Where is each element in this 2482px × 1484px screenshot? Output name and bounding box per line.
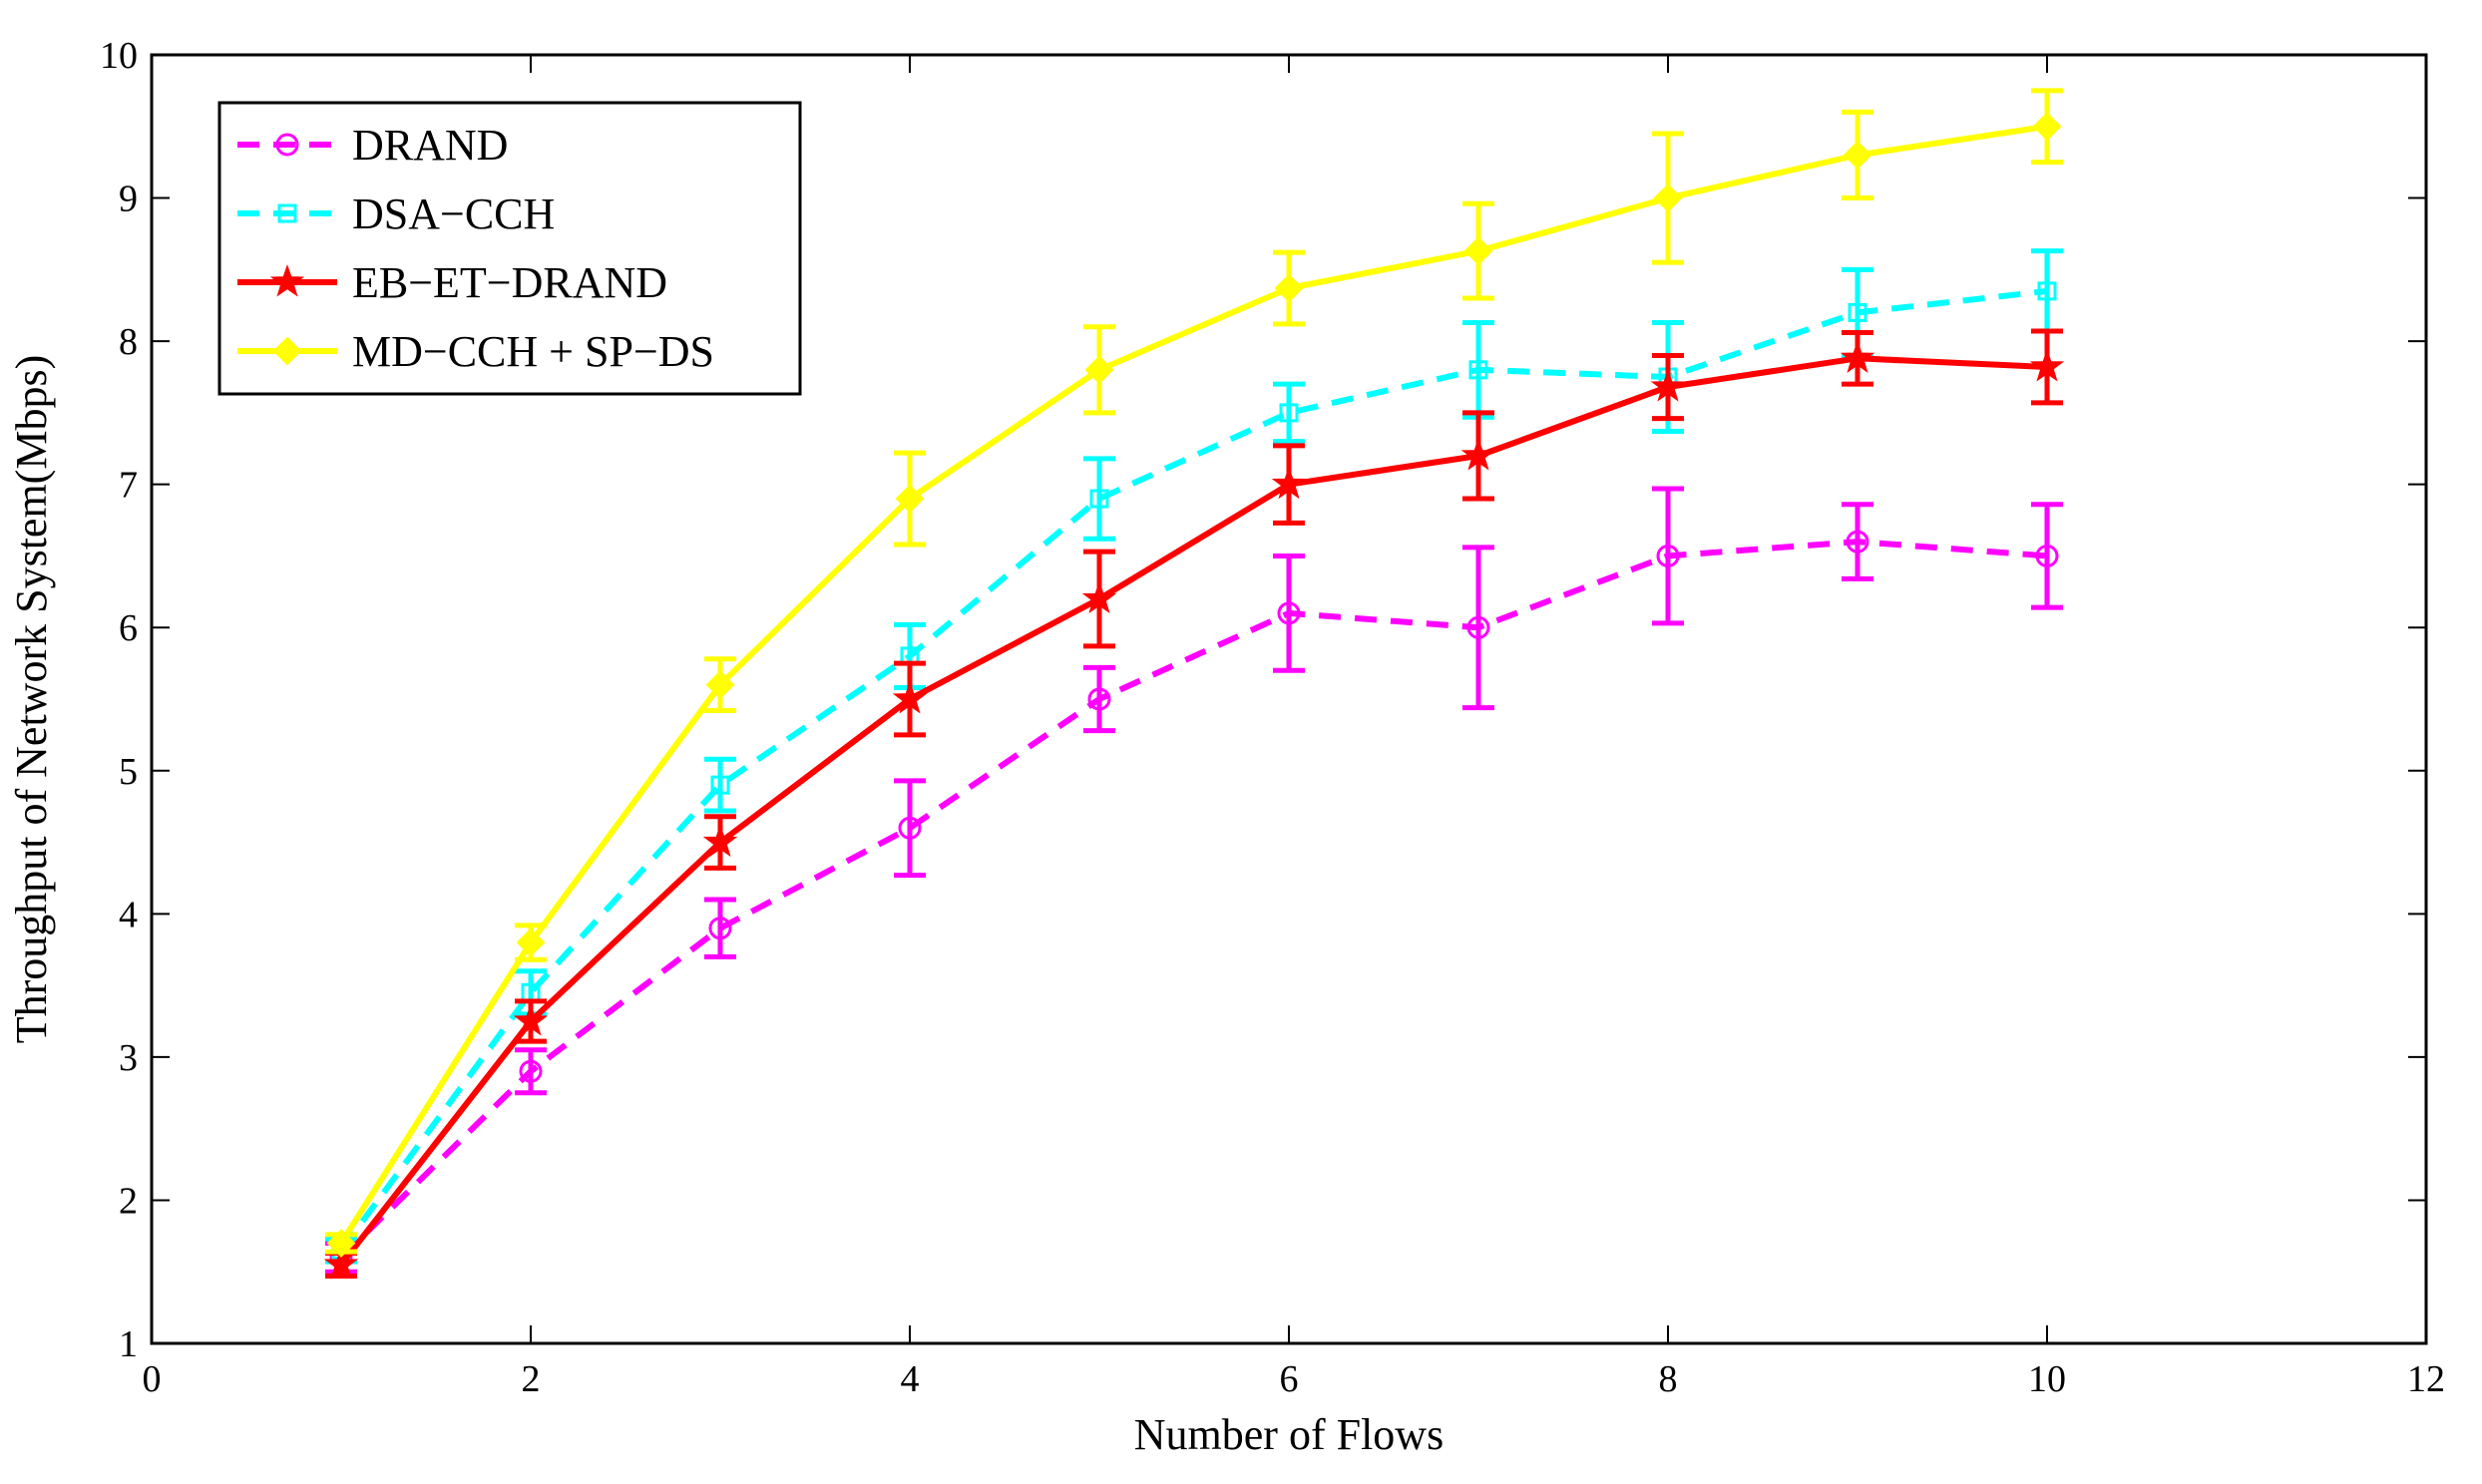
- data-point: [895, 484, 925, 514]
- y-tick-label: 1: [119, 1323, 138, 1365]
- data-point: [705, 670, 735, 700]
- data-point: [1653, 184, 1683, 212]
- data-point: [1081, 580, 1117, 614]
- legend-entry: MD−CCH + SP−DS: [237, 327, 714, 376]
- x-tick-label: 12: [2407, 1358, 2445, 1400]
- legend-label: DSA−CCH: [352, 189, 555, 238]
- series-line-eb-et-drand: [338, 355, 2048, 1267]
- series-line-md-cch-sp-ds: [338, 123, 2048, 1246]
- y-axis-title: Throughput of Network System(Mbps): [7, 355, 56, 1044]
- plot-content: [323, 88, 2065, 1280]
- y-tick-label: 2: [119, 1180, 138, 1222]
- series-line-dsa-cch: [338, 287, 2048, 1253]
- data-point: [2035, 544, 2059, 567]
- series-eb-et-drand: [323, 328, 2065, 1280]
- y-tick-label: 5: [119, 751, 138, 793]
- legend-label: DRAND: [352, 121, 508, 170]
- y-tick-label: 6: [119, 607, 138, 649]
- data-point: [2029, 348, 2065, 382]
- data-point: [708, 917, 732, 940]
- series-line-drand: [338, 539, 2048, 1261]
- legend-marker: [275, 133, 299, 157]
- x-tick-label: 4: [901, 1358, 920, 1400]
- series-drand: [325, 486, 2063, 1275]
- data-point: [1089, 489, 1109, 509]
- legend-entry: DRAND: [237, 121, 508, 170]
- data-point: [1840, 340, 1875, 373]
- data-point: [892, 680, 928, 714]
- data-point: [1463, 236, 1493, 266]
- legend-label: EB−ET−DRAND: [352, 258, 667, 307]
- data-point: [898, 816, 922, 840]
- data-point: [516, 928, 546, 957]
- data-point: [1271, 466, 1307, 500]
- legend-marker: [272, 336, 302, 366]
- data-point: [326, 1229, 356, 1258]
- data-point: [323, 1246, 359, 1280]
- x-tick-label: 6: [1280, 1358, 1299, 1400]
- data-point: [1084, 355, 1114, 385]
- data-point: [702, 824, 738, 858]
- legend: DRAND DSA−CCH EB−ET−DRAND MD−CCH + SP−DS: [217, 101, 802, 396]
- x-tick-label: 8: [1659, 1358, 1678, 1400]
- legend-marker: [277, 203, 297, 223]
- legend-marker: [269, 263, 305, 297]
- data-point: [1843, 141, 1872, 170]
- data-point: [513, 1002, 549, 1036]
- data-point: [1279, 403, 1299, 423]
- legend-entry: EB−ET−DRAND: [237, 258, 667, 307]
- data-point: [1087, 687, 1111, 711]
- data-point: [1650, 368, 1686, 402]
- data-point: [1274, 273, 1304, 303]
- data-point: [2037, 281, 2057, 301]
- x-tick-label: 2: [522, 1358, 541, 1400]
- data-point: [519, 1059, 543, 1083]
- y-tick-label: 7: [119, 465, 138, 507]
- data-point: [1277, 601, 1301, 625]
- data-point: [1466, 615, 1490, 639]
- y-tick-label: 8: [119, 321, 138, 363]
- legend-entry: DSA−CCH: [237, 189, 555, 238]
- series-dsa-cch: [325, 248, 2063, 1265]
- data-point: [1468, 360, 1488, 380]
- y-tick-label: 4: [119, 894, 138, 935]
- data-point: [2032, 112, 2062, 142]
- series-md-cch-sp-ds: [325, 88, 2063, 1258]
- data-point: [1656, 544, 1680, 567]
- y-tick-label: 10: [100, 35, 138, 77]
- x-tick-label: 10: [2028, 1358, 2066, 1400]
- y-tick-label: 9: [119, 179, 138, 220]
- data-point: [1846, 530, 1869, 554]
- data-point: [710, 775, 730, 795]
- x-axis-title: Number of Flows: [1134, 1410, 1444, 1459]
- x-tick-label: 0: [143, 1358, 162, 1400]
- data-point: [1848, 302, 1867, 322]
- legend-box: [217, 101, 802, 396]
- data-point: [1460, 437, 1496, 471]
- legend-label: MD−CCH + SP−DS: [352, 327, 714, 376]
- y-tick-label: 3: [119, 1037, 138, 1079]
